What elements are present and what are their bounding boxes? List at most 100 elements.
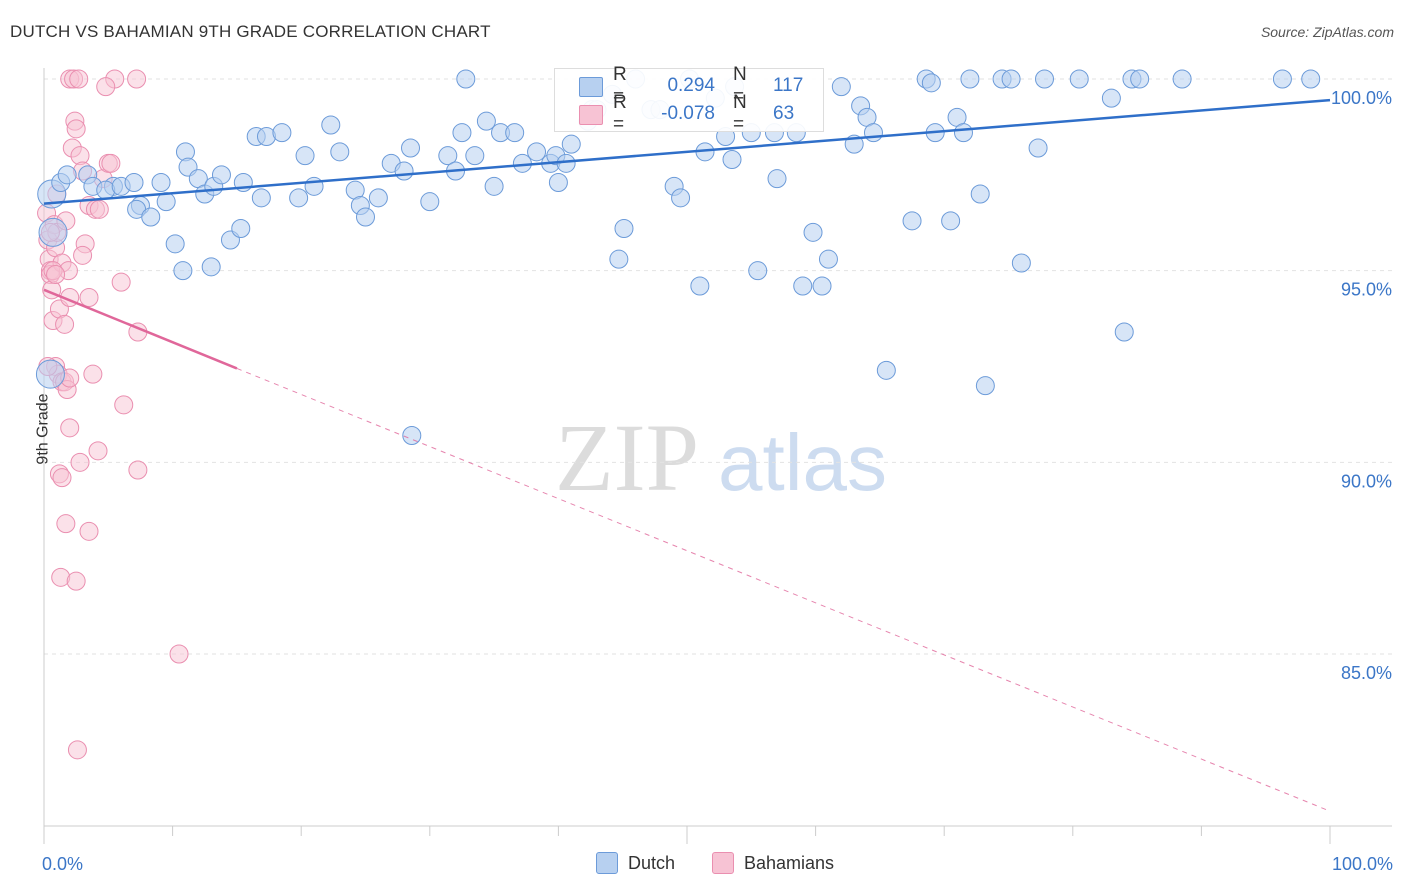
- bahamian-legend-label: Bahamians: [744, 852, 835, 873]
- chart-title: DUTCH VS BAHAMIAN 9TH GRADE CORRELATION …: [10, 22, 491, 41]
- bahamian-point: [101, 153, 121, 173]
- r-label: R =: [613, 64, 627, 107]
- dutch-point: [1011, 253, 1031, 273]
- y-tick-label: 90.0%: [1341, 471, 1392, 491]
- dutch-point: [452, 123, 472, 143]
- bahamian-point: [88, 441, 108, 461]
- dutch-point: [35, 359, 65, 389]
- dutch-point: [211, 165, 231, 185]
- dutch-point: [793, 276, 813, 296]
- dutch-point: [902, 211, 922, 231]
- dutch-point: [476, 111, 496, 131]
- dutch-point: [1272, 69, 1292, 89]
- dutch-point: [465, 146, 485, 166]
- dutch-point: [960, 69, 980, 89]
- bahamian-point: [67, 740, 87, 760]
- bahamian-legend-swatch: [712, 852, 734, 874]
- dutch-point: [970, 184, 990, 204]
- dutch-point: [671, 188, 691, 208]
- dutch-point: [289, 188, 309, 208]
- stats-legend-box: R = 0.294 N = 117 R = -0.078 N = 63: [554, 64, 824, 135]
- dutch-point: [1114, 322, 1134, 342]
- dutch-point: [1301, 69, 1321, 89]
- dutch-point: [173, 261, 193, 281]
- bahamian-point: [89, 199, 109, 219]
- dutch-point: [484, 176, 504, 196]
- bahamian-point: [56, 514, 76, 534]
- y-tick-label: 100.0%: [1331, 88, 1392, 108]
- dutch-point: [556, 153, 576, 173]
- dutch-point: [330, 142, 350, 162]
- x-tick-label: 100.0%: [1332, 854, 1393, 874]
- x-tick-labels: 0.0% 100.0%: [42, 854, 1393, 874]
- dutch-swatch: [579, 77, 603, 97]
- y-tick-labels: 85.0% 90.0% 95.0% 100.0%: [1331, 88, 1392, 683]
- trend-lines: [43, 98, 1331, 812]
- dutch-point: [767, 169, 787, 189]
- dutch-point: [124, 173, 144, 192]
- n-label: N =: [733, 64, 747, 107]
- dutch-point: [1172, 69, 1192, 89]
- bahamian-point: [96, 77, 116, 97]
- dutch-point: [876, 360, 896, 380]
- dutch-point: [165, 234, 185, 254]
- dutch-point: [748, 261, 768, 281]
- bahamian-point: [55, 314, 75, 334]
- dutch-point: [953, 123, 973, 143]
- dutch-point: [401, 138, 421, 158]
- dutch-point: [321, 115, 341, 135]
- dutch-point: [803, 222, 823, 242]
- dutch-point: [975, 376, 995, 396]
- dutch-point: [295, 146, 315, 166]
- bahamian-trend-line: [43, 288, 238, 370]
- bahamian-point: [83, 364, 103, 384]
- bahamian-point: [69, 69, 89, 89]
- n-label: N =: [733, 92, 747, 135]
- dutch-point: [201, 257, 221, 277]
- dutch-point: [1130, 69, 1150, 89]
- dutch-point: [831, 77, 851, 97]
- dutch-point: [356, 207, 375, 227]
- y-tick-label: 85.0%: [1341, 663, 1392, 683]
- bahamian-point: [73, 245, 93, 265]
- bahamian-point: [46, 265, 66, 284]
- y-axis-label: 9th Grade: [34, 393, 52, 465]
- bahamian-point: [66, 571, 86, 591]
- dutch-point: [420, 192, 440, 212]
- bahamian-point: [169, 644, 189, 664]
- dutch-point: [141, 207, 161, 227]
- dutch-point: [251, 188, 271, 208]
- bahamian-point: [60, 418, 80, 438]
- dutch-point: [1101, 88, 1121, 108]
- dutch-point: [527, 142, 547, 162]
- bahamian-point: [79, 521, 99, 541]
- r-value: -0.078: [661, 103, 715, 124]
- n-value: 117: [773, 75, 804, 96]
- dutch-point: [368, 188, 388, 208]
- dutch-point: [722, 150, 742, 169]
- dutch-point: [548, 173, 568, 192]
- dutch-point: [456, 69, 476, 89]
- dutch-point: [57, 165, 77, 185]
- dutch-point: [1035, 69, 1055, 89]
- y-tick-label: 95.0%: [1341, 280, 1392, 300]
- dutch-point: [151, 173, 171, 192]
- legend-item-bahamians[interactable]: Bahamians: [712, 852, 834, 874]
- dutch-point: [231, 219, 251, 238]
- dutch-point: [438, 146, 458, 166]
- dutch-point: [561, 134, 581, 154]
- dutch-point: [1069, 69, 1089, 89]
- dutch-point: [609, 249, 629, 269]
- dutch-legend-label: Dutch: [628, 852, 676, 873]
- bahamian-point: [114, 395, 134, 415]
- dutch-point: [941, 211, 961, 231]
- dutch-trend-line: [43, 98, 1331, 205]
- watermark-zip: ZIP: [555, 404, 699, 511]
- bahamian-point: [111, 272, 131, 292]
- dutch-point: [863, 123, 883, 143]
- dutch-point: [812, 276, 832, 296]
- legend-item-dutch[interactable]: Dutch: [596, 852, 675, 874]
- bahamian-point: [52, 468, 72, 488]
- dutch-point: [272, 123, 292, 143]
